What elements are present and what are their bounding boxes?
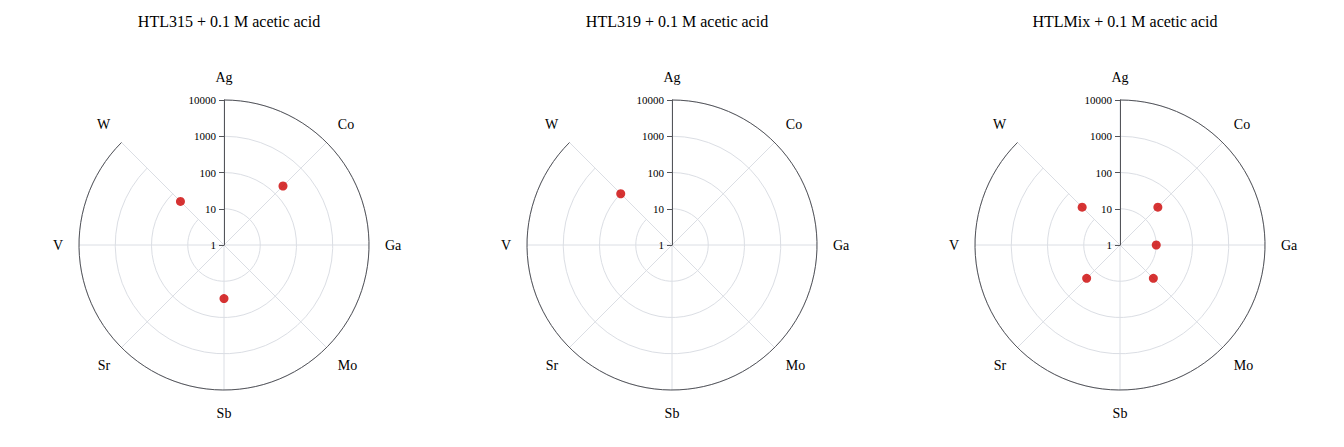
svg-text:Sb: Sb <box>1113 406 1128 421</box>
svg-text:10: 10 <box>1101 203 1113 215</box>
svg-text:W: W <box>993 117 1007 132</box>
svg-text:Sr: Sr <box>994 358 1007 373</box>
svg-text:1000: 1000 <box>642 130 665 142</box>
svg-text:Ag: Ag <box>663 70 680 85</box>
svg-text:Sr: Sr <box>546 358 559 373</box>
svg-text:W: W <box>545 117 559 132</box>
svg-text:100: 100 <box>648 167 665 179</box>
svg-text:Ag: Ag <box>215 70 232 85</box>
svg-text:Sb: Sb <box>217 406 232 421</box>
svg-text:Mo: Mo <box>338 358 357 373</box>
svg-text:Co: Co <box>1234 117 1250 132</box>
svg-text:1000: 1000 <box>194 130 217 142</box>
svg-text:Ga: Ga <box>833 238 850 253</box>
svg-text:10: 10 <box>653 203 665 215</box>
svg-text:Sr: Sr <box>98 358 111 373</box>
svg-text:V: V <box>501 238 511 253</box>
svg-text:1: 1 <box>1107 239 1113 251</box>
svg-text:Ga: Ga <box>385 238 402 253</box>
svg-text:10000: 10000 <box>637 94 665 106</box>
svg-text:Ag: Ag <box>1111 70 1128 85</box>
svg-text:Ga: Ga <box>1281 238 1298 253</box>
svg-text:V: V <box>53 238 63 253</box>
svg-text:Co: Co <box>786 117 802 132</box>
svg-text:10000: 10000 <box>189 94 217 106</box>
svg-text:HTL315 + 0.1 M acetic acid: HTL315 + 0.1 M acetic acid <box>138 13 320 30</box>
svg-text:HTLMix + 0.1 M acetic acid: HTLMix + 0.1 M acetic acid <box>1033 13 1218 30</box>
svg-text:10: 10 <box>205 203 217 215</box>
svg-text:Mo: Mo <box>786 358 805 373</box>
svg-text:HTL319 + 0.1 M acetic acid: HTL319 + 0.1 M acetic acid <box>586 13 768 30</box>
svg-text:1000: 1000 <box>1090 130 1113 142</box>
svg-text:Co: Co <box>338 117 354 132</box>
svg-text:Mo: Mo <box>1234 358 1253 373</box>
svg-text:1: 1 <box>211 239 217 251</box>
svg-text:10000: 10000 <box>1085 94 1113 106</box>
svg-text:Sb: Sb <box>665 406 680 421</box>
svg-text:W: W <box>97 117 111 132</box>
svg-text:1: 1 <box>659 239 665 251</box>
svg-text:100: 100 <box>200 167 217 179</box>
svg-text:100: 100 <box>1096 167 1113 179</box>
svg-text:V: V <box>949 238 959 253</box>
